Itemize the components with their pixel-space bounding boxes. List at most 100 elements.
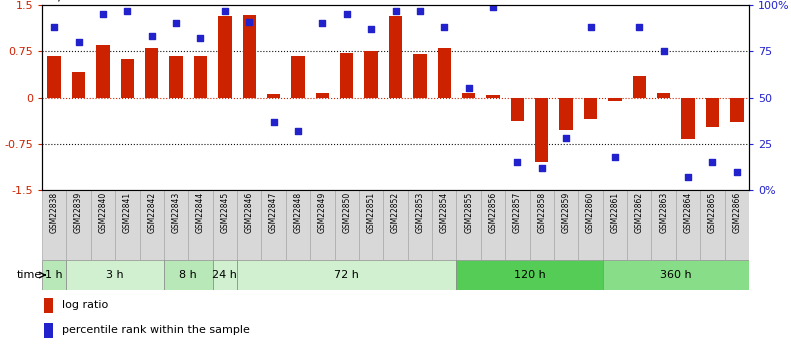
Bar [389,16,402,98]
Text: 1 h: 1 h [45,270,63,280]
Bar [511,98,524,121]
Bar [530,190,554,260]
Bar [365,51,378,98]
Bar [115,190,139,260]
Point [218,8,231,13]
Text: GSM22858: GSM22858 [537,192,547,233]
Bar [456,260,603,290]
Text: GSM22856: GSM22856 [489,192,498,233]
Bar [608,98,622,101]
Bar [559,98,573,130]
Bar [578,190,603,260]
Text: GSM22847: GSM22847 [269,192,278,233]
Text: 72 h: 72 h [335,270,359,280]
Bar [169,56,183,98]
Bar [652,190,676,260]
Bar [340,53,354,98]
Point [121,8,134,13]
Bar [213,260,237,290]
Bar [213,190,237,260]
Text: 8 h: 8 h [180,270,197,280]
Bar [164,260,213,290]
Bar [42,190,66,260]
Text: GSM22840: GSM22840 [98,192,108,233]
Bar [657,93,671,98]
Point [316,21,329,26]
Bar [194,56,207,98]
Text: 120 h: 120 h [513,270,546,280]
Point [706,159,719,165]
Bar [633,76,646,98]
Bar [47,56,61,98]
Point [146,34,158,39]
Text: GSM22861: GSM22861 [611,192,619,233]
Bar [237,190,261,260]
Bar [456,190,481,260]
Bar [505,190,530,260]
Text: GSM22865: GSM22865 [708,192,717,233]
Bar [407,190,432,260]
Text: log ratio: log ratio [62,300,108,310]
Text: 3 h: 3 h [106,270,124,280]
Bar [261,190,286,260]
Text: GSM22854: GSM22854 [440,192,448,233]
Point [511,159,524,165]
Point [585,24,597,30]
Bar [44,323,53,337]
Text: GSM22846: GSM22846 [244,192,254,233]
Bar [145,48,158,98]
Text: GSM22839: GSM22839 [74,192,83,233]
Point [730,169,743,174]
Point [536,165,548,170]
Bar [291,56,305,98]
Bar [486,95,500,98]
Bar [730,98,744,122]
Bar [535,98,548,162]
Text: 360 h: 360 h [660,270,691,280]
Bar [603,260,749,290]
Bar [310,190,335,260]
Text: GSM22851: GSM22851 [366,192,376,233]
Bar [188,190,213,260]
Bar [462,93,475,98]
Text: GSM22843: GSM22843 [172,192,180,233]
Bar [603,190,627,260]
Text: GSM22866: GSM22866 [732,192,741,233]
Text: GSM22862: GSM22862 [635,192,644,233]
Bar [44,297,53,313]
Bar [481,190,505,260]
Bar [335,190,359,260]
Bar [97,45,110,98]
Bar [437,48,451,98]
Bar [66,260,164,290]
Point [170,21,183,26]
Point [560,136,573,141]
Point [97,11,109,17]
Bar [139,190,164,260]
Bar [243,16,256,98]
Point [608,154,621,159]
Point [389,8,402,13]
Point [365,26,377,32]
Point [682,174,694,180]
Point [243,19,255,24]
Text: time: time [17,270,42,280]
Text: percentile rank within the sample: percentile rank within the sample [62,325,251,335]
Bar [286,190,310,260]
Bar [413,54,426,98]
Text: GSM22850: GSM22850 [343,192,351,233]
Point [438,24,451,30]
Text: GSM22855: GSM22855 [464,192,473,233]
Text: GSM22864: GSM22864 [683,192,693,233]
Bar [164,190,188,260]
Text: GSM22844: GSM22844 [196,192,205,233]
Text: GSM22863: GSM22863 [659,192,668,233]
Bar [432,190,456,260]
Bar [384,190,407,260]
Text: GSM22841: GSM22841 [123,192,132,233]
Point [48,24,61,30]
Bar [706,98,719,127]
Text: GSM22853: GSM22853 [415,192,425,233]
Bar [554,190,578,260]
Text: GSM22860: GSM22860 [586,192,595,233]
